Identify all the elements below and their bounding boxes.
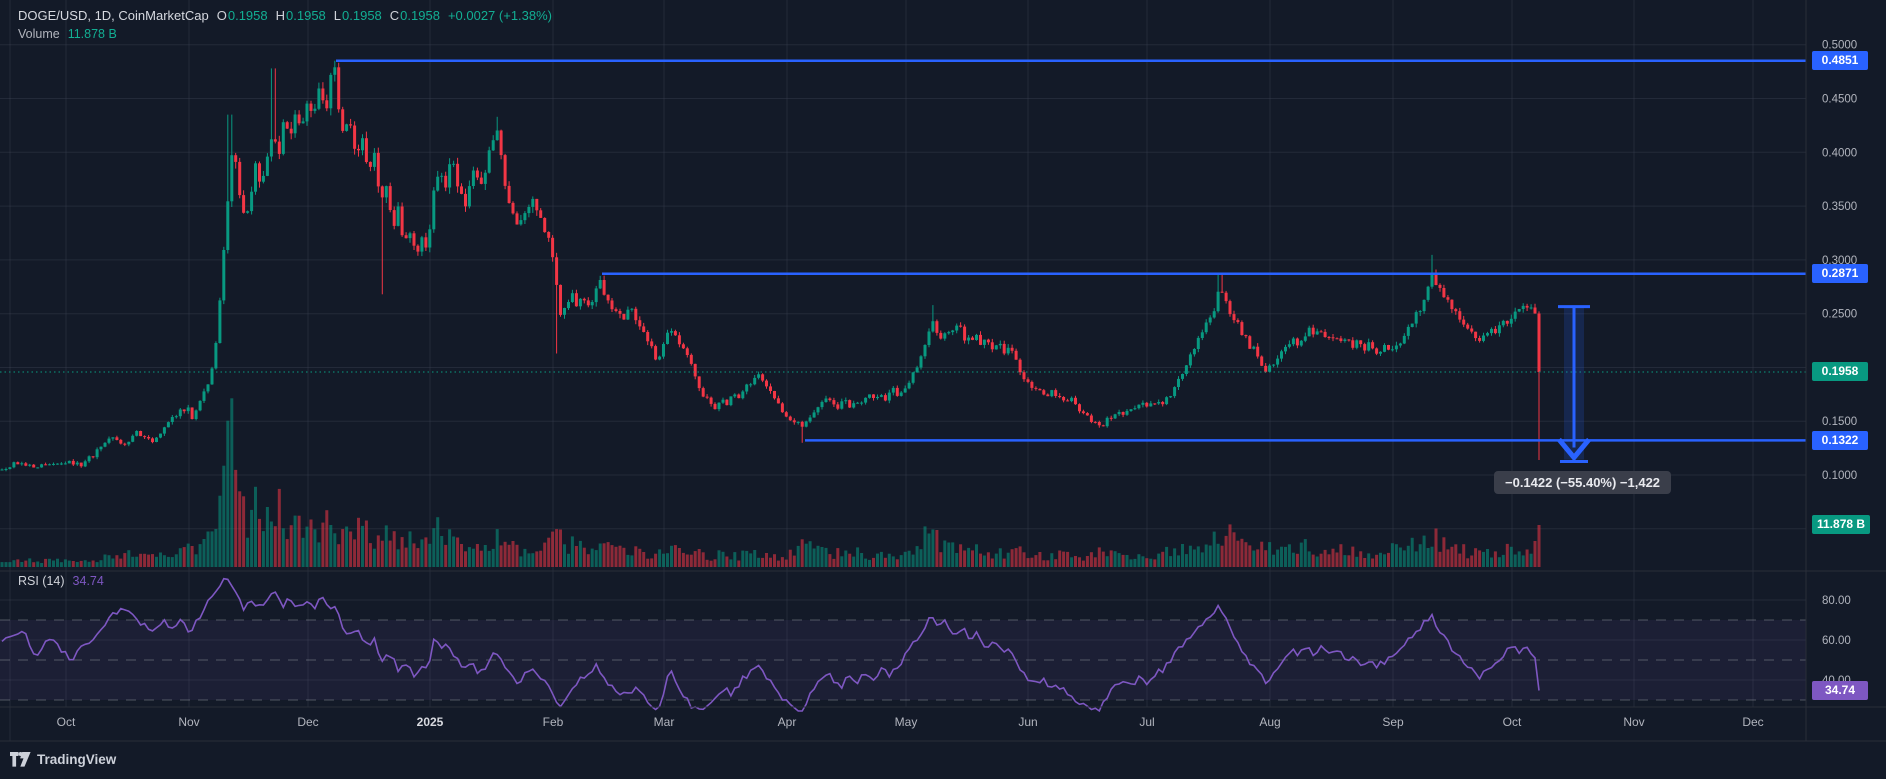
axis-tick-label[interactable]: 0.1000 (1822, 470, 1857, 482)
axis-tick-label[interactable]: Oct (57, 715, 76, 729)
volume-value: 11.878 B (67, 27, 117, 41)
axis-tick-label[interactable]: 60.00 (1822, 635, 1851, 647)
axis-tick-label[interactable]: 0.2500 (1822, 309, 1857, 321)
axis-tick-label[interactable]: Aug (1259, 715, 1280, 729)
axis-tick-label[interactable]: Jun (1018, 715, 1037, 729)
axis-tick-label[interactable]: Mar (654, 715, 675, 729)
axis-tick-label[interactable]: 0.3500 (1822, 201, 1857, 213)
rsi-badge: 34.74 (1812, 681, 1868, 700)
ohlc-open: O 0.1958 (216, 8, 268, 23)
change-value: +0.0027 (+1.38%) (447, 8, 553, 23)
axis-tick-label[interactable]: 80.00 (1822, 595, 1851, 607)
axis-tick-label[interactable]: Dec (1742, 715, 1763, 729)
volume-header: Volume 11.878 B (18, 27, 117, 41)
axis-tick-label[interactable]: 2025 (417, 715, 444, 729)
candlestick-series (0, 60, 1541, 472)
axis-tick-label[interactable]: 0.3000 (1822, 255, 1857, 267)
axis-tick-label[interactable]: 0.5000 (1822, 40, 1857, 52)
ohlc-high: H 0.1958 (275, 8, 326, 23)
price-badge-0-1322: 0.1322 (1812, 431, 1868, 450)
axis-tick-label[interactable]: Nov (178, 715, 199, 729)
axis-tick-label[interactable]: 0.1500 (1822, 416, 1857, 428)
axis-tick-label[interactable]: Dec (297, 715, 318, 729)
volume-label[interactable]: Volume (18, 27, 60, 41)
measure-tool-label: −0.1422 (−55.40%) −1,422 (1494, 471, 1672, 494)
rsi-label[interactable]: RSI (14) (18, 574, 65, 588)
axis-tick-label[interactable]: Nov (1623, 715, 1644, 729)
axis-tick-label[interactable]: Jul (1139, 715, 1154, 729)
axis-tick-label[interactable]: 0.4000 (1822, 147, 1857, 159)
last-price-badge: 0.1958 (1812, 362, 1868, 381)
axis-tick-label[interactable]: Sep (1382, 715, 1404, 729)
axis-tick-label[interactable]: May (895, 715, 918, 729)
grid (0, 0, 1806, 741)
tradingview-logo-icon (10, 752, 31, 767)
rsi-line (1, 577, 1540, 713)
volume-series (0, 398, 1541, 567)
axis-tick-label[interactable]: Oct (1503, 715, 1522, 729)
tradingview-logo-text: TradingView (37, 752, 117, 767)
ohlc-low: L 0.1958 (333, 8, 382, 23)
rsi-value: 34.74 (72, 574, 104, 588)
axis-tick-label[interactable]: 0.4500 (1822, 94, 1857, 106)
price-badge-0-2871: 0.2871 (1812, 264, 1868, 283)
tradingview-logo[interactable]: TradingView (10, 752, 116, 767)
ohlc-close: C 0.1958 (389, 8, 440, 23)
axis-tick-label[interactable]: Feb (543, 715, 564, 729)
volume-badge: 11.878 B (1812, 515, 1871, 534)
symbol-title[interactable]: DOGE/USD, 1D, CoinMarketCap (18, 8, 209, 23)
measure-tool[interactable] (1557, 305, 1591, 463)
rsi-header: RSI (14) 34.74 (18, 574, 104, 588)
symbol-header: DOGE/USD, 1D, CoinMarketCap O 0.1958 H 0.1… (18, 8, 552, 23)
axis-tick-label[interactable]: Apr (778, 715, 797, 729)
price-badge-0-4851: 0.4851 (1812, 51, 1868, 70)
